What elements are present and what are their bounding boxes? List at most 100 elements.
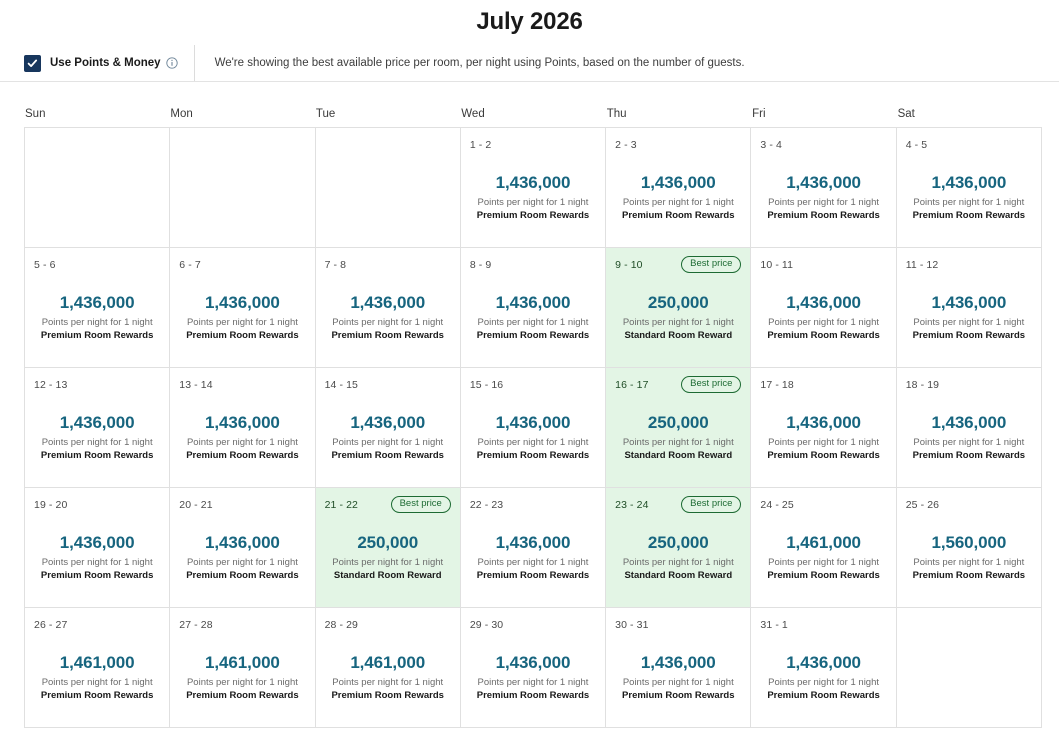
points-subtitle: Points per night for 1 night bbox=[332, 557, 444, 568]
weekday-thu: Thu bbox=[606, 108, 627, 120]
points-subtitle: Points per night for 1 night bbox=[768, 197, 880, 208]
best-price-badge[interactable]: Best price bbox=[390, 496, 451, 513]
points-subtitle: Points per night for 1 night bbox=[477, 557, 589, 568]
day-cell-body: 250,000 Points per night for 1 night Stand… bbox=[615, 413, 741, 462]
day-cell[interactable]: 18 - 19 1,436,000 Points per night for 1 n… bbox=[896, 368, 1042, 488]
page-title: July 2026 bbox=[476, 8, 583, 35]
day-cell-header: 18 - 19 bbox=[906, 376, 1032, 393]
day-cell-header: 16 - 17 Best price bbox=[615, 376, 742, 393]
points-price: 250,000 bbox=[357, 533, 419, 552]
day-cell[interactable]: 14 - 15 1,436,000 Points per night for 1 n… bbox=[315, 368, 461, 488]
day-cell[interactable]: 12 - 13 1,436,000 Points per night for 1 n… bbox=[25, 368, 171, 488]
day-range-label: 4 - 5 bbox=[905, 138, 928, 151]
day-range-label: 11 - 12 bbox=[905, 258, 939, 271]
day-cell[interactable]: 21 - 22 Best price 250,000 Points per night… bbox=[315, 488, 461, 608]
weekday-sat: Sat bbox=[897, 108, 915, 120]
rate-plan-name: Premium Room Rewards bbox=[476, 570, 590, 581]
day-cell-header: 1 - 2 bbox=[470, 136, 596, 153]
day-cell-header: 9 - 10 Best price bbox=[615, 256, 742, 273]
best-price-badge[interactable]: Best price bbox=[681, 256, 742, 273]
day-cell[interactable]: 26 - 27 1,461,000 Points per night for 1 n… bbox=[25, 608, 171, 728]
day-cell[interactable]: 23 - 24 Best price 250,000 Points per night… bbox=[606, 488, 752, 608]
day-range-label: 28 - 29 bbox=[324, 618, 358, 631]
rate-plan-name: Premium Room Rewards bbox=[40, 450, 154, 461]
points-subtitle: Points per night for 1 night bbox=[477, 437, 589, 448]
day-range-label: 31 - 1 bbox=[760, 618, 788, 631]
day-cell[interactable]: 10 - 11 1,436,000 Points per night for 1 n… bbox=[751, 248, 897, 368]
points-price: 1,436,000 bbox=[640, 173, 716, 192]
points-subtitle: Points per night for 1 night bbox=[622, 557, 734, 568]
day-cell-header: 7 - 8 bbox=[325, 256, 451, 273]
points-price: 1,436,000 bbox=[931, 293, 1007, 312]
day-cell-header: 30 - 31 bbox=[615, 616, 741, 633]
day-cell[interactable]: 25 - 26 1,560,000 Points per night for 1 n… bbox=[896, 488, 1042, 608]
day-cell[interactable]: 13 - 14 1,436,000 Points per night for 1 n… bbox=[170, 368, 316, 488]
points-subtitle: Points per night for 1 night bbox=[622, 317, 734, 328]
points-subtitle: Points per night for 1 night bbox=[41, 437, 153, 448]
day-cell[interactable]: 8 - 9 1,436,000 Points per night for 1 nig… bbox=[460, 248, 607, 368]
day-cell-header: 8 - 9 bbox=[470, 256, 596, 273]
day-cell[interactable]: 6 - 7 1,436,000 Points per night for 1 nig… bbox=[170, 248, 316, 368]
day-cell[interactable]: 24 - 25 1,461,000 Points per night for 1 n… bbox=[751, 488, 897, 608]
day-cell-header: 22 - 23 bbox=[470, 496, 596, 513]
points-price: 1,436,000 bbox=[786, 413, 861, 432]
day-range-label: 1 - 2 bbox=[469, 138, 492, 151]
rate-plan-name: Premium Room Rewards bbox=[622, 690, 735, 701]
points-price: 1,436,000 bbox=[495, 293, 571, 312]
use-points-and-money-toggle[interactable]: Use Points & Money bbox=[24, 45, 195, 81]
points-price: 1,436,000 bbox=[350, 413, 426, 432]
day-range-label: 2 - 3 bbox=[615, 138, 637, 151]
day-cell[interactable]: 11 - 12 1,436,000 Points per night for 1 n… bbox=[896, 248, 1042, 368]
day-cell[interactable]: 29 - 30 1,436,000 Points per night for 1 n… bbox=[460, 608, 607, 728]
points-price: 1,436,000 bbox=[931, 173, 1007, 192]
points-subtitle: Points per night for 1 night bbox=[41, 557, 153, 568]
day-cell-header: 24 - 25 bbox=[760, 496, 886, 513]
rate-plan-name: Premium Room Rewards bbox=[767, 570, 880, 581]
points-price: 1,436,000 bbox=[786, 653, 861, 672]
info-circle-icon[interactable] bbox=[165, 57, 178, 69]
points-price: 1,436,000 bbox=[59, 533, 135, 552]
day-cell[interactable]: 30 - 31 1,436,000 Points per night for 1 n… bbox=[606, 608, 752, 728]
day-range-label: 22 - 23 bbox=[469, 498, 504, 511]
points-price: 1,461,000 bbox=[786, 533, 861, 552]
day-cell[interactable]: 22 - 23 1,436,000 Points per night for 1 n… bbox=[460, 488, 607, 608]
rate-plan-name: Premium Room Rewards bbox=[912, 450, 1026, 461]
day-cell-body: 250,000 Points per night for 1 night Stand… bbox=[325, 533, 451, 582]
points-subtitle: Points per night for 1 night bbox=[186, 677, 298, 688]
day-cell[interactable]: 20 - 21 1,436,000 Points per night for 1 n… bbox=[170, 488, 316, 608]
rate-plan-name: Premium Room Rewards bbox=[476, 210, 590, 221]
day-cell[interactable]: 5 - 6 1,436,000 Points per night for 1 nig… bbox=[25, 248, 171, 368]
day-cell-empty bbox=[315, 128, 461, 248]
checkbox-checked-icon[interactable] bbox=[24, 54, 41, 72]
weekday-wed: Wed bbox=[461, 108, 485, 120]
day-cell-header: 23 - 24 Best price bbox=[615, 496, 742, 513]
day-cell[interactable]: 4 - 5 1,436,000 Points per night for 1 nig… bbox=[896, 128, 1042, 248]
day-range-label: 25 - 26 bbox=[905, 498, 940, 511]
day-cell[interactable]: 28 - 29 1,461,000 Points per night for 1 n… bbox=[315, 608, 461, 728]
day-cell[interactable]: 1 - 2 1,436,000 Points per night for 1 nig… bbox=[460, 128, 607, 248]
best-price-badge[interactable]: Best price bbox=[681, 376, 742, 393]
day-cell[interactable]: 15 - 16 1,436,000 Points per night for 1 n… bbox=[460, 368, 607, 488]
day-cell[interactable]: 7 - 8 1,436,000 Points per night for 1 nig… bbox=[315, 248, 461, 368]
points-price: 1,436,000 bbox=[495, 653, 571, 672]
day-cell[interactable]: 17 - 18 1,436,000 Points per night for 1 n… bbox=[751, 368, 897, 488]
points-subtitle: Points per night for 1 night bbox=[332, 677, 444, 688]
day-cell[interactable]: 16 - 17 Best price 250,000 Points per night… bbox=[606, 368, 752, 488]
day-cell-body: 1,461,000 Points per night for 1 night Pre… bbox=[179, 653, 305, 702]
points-subtitle: Points per night for 1 night bbox=[622, 197, 734, 208]
day-cell[interactable]: 27 - 28 1,461,000 Points per night for 1 n… bbox=[170, 608, 316, 728]
day-cell-header: 14 - 15 bbox=[325, 376, 451, 393]
day-cell[interactable]: 9 - 10 Best price 250,000 Points per night … bbox=[606, 248, 752, 368]
rate-plan-name: Premium Room Rewards bbox=[912, 570, 1026, 581]
day-cell[interactable]: 19 - 20 1,436,000 Points per night for 1 n… bbox=[25, 488, 171, 608]
best-price-badge[interactable]: Best price bbox=[681, 496, 742, 513]
rate-plan-name: Premium Room Rewards bbox=[40, 690, 154, 701]
day-cell[interactable]: 31 - 1 1,436,000 Points per night for 1 ni… bbox=[751, 608, 897, 728]
points-subtitle: Points per night for 1 night bbox=[41, 677, 153, 688]
day-cell[interactable]: 3 - 4 1,436,000 Points per night for 1 nig… bbox=[751, 128, 897, 248]
day-cell-body: 1,436,000 Points per night for 1 night Pre… bbox=[470, 173, 596, 222]
points-price: 1,461,000 bbox=[59, 653, 135, 672]
day-cell-body: 1,436,000 Points per night for 1 night Pre… bbox=[179, 533, 305, 582]
day-cell[interactable]: 2 - 3 1,436,000 Points per night for 1 nig… bbox=[606, 128, 752, 248]
day-cell-header: 6 - 7 bbox=[179, 256, 305, 273]
